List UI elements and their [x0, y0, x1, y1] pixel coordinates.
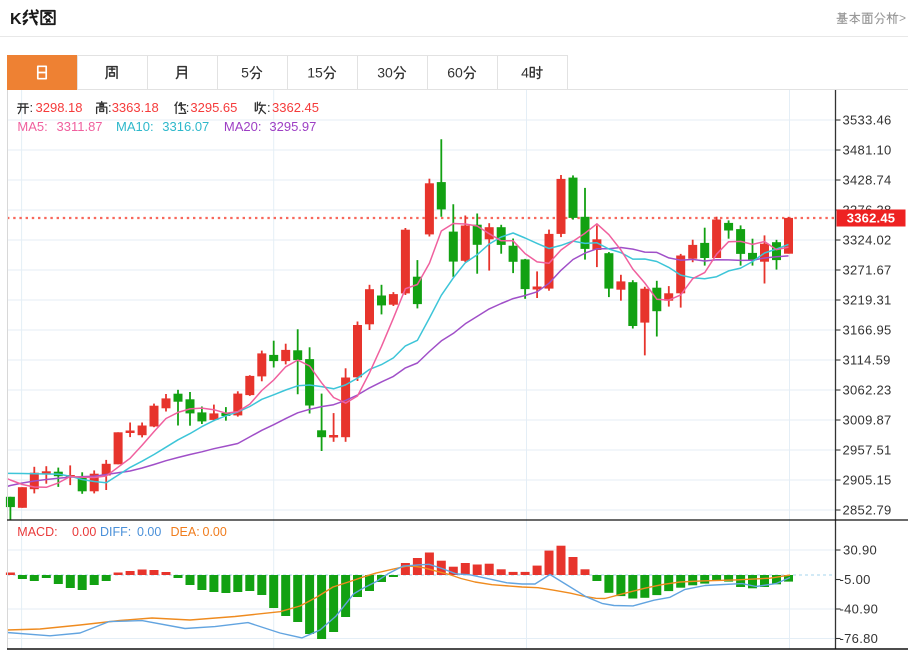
- svg-text::: :: [267, 100, 271, 115]
- svg-text:3271.67: 3271.67: [843, 263, 892, 278]
- svg-text:4: 4: [521, 65, 529, 81]
- svg-text:K: K: [10, 11, 22, 28]
- svg-text:3009.87: 3009.87: [843, 413, 892, 428]
- svg-text:>: >: [899, 11, 906, 25]
- svg-text:DEA:: DEA:: [171, 525, 200, 539]
- svg-text:3062.23: 3062.23: [843, 383, 892, 398]
- svg-text:3533.46: 3533.46: [843, 113, 892, 128]
- svg-text:DIFF:: DIFF:: [100, 525, 131, 539]
- svg-text:0.00: 0.00: [203, 525, 227, 539]
- svg-text:3298.18: 3298.18: [36, 100, 83, 115]
- svg-text:15: 15: [307, 65, 323, 81]
- svg-text:3316.07: 3316.07: [162, 119, 209, 134]
- svg-text:5: 5: [241, 65, 249, 81]
- svg-text:3363.18: 3363.18: [112, 100, 159, 115]
- svg-text:0.00: 0.00: [137, 525, 161, 539]
- svg-text:MA5:: MA5:: [17, 119, 47, 134]
- svg-text:2905.15: 2905.15: [843, 473, 892, 488]
- svg-text:3481.10: 3481.10: [843, 143, 892, 158]
- svg-text::: :: [108, 100, 112, 115]
- svg-text:2852.79: 2852.79: [843, 503, 892, 518]
- svg-text:-40.90: -40.90: [840, 602, 879, 617]
- svg-text:3114.59: 3114.59: [843, 353, 891, 368]
- svg-text:3311.87: 3311.87: [57, 119, 103, 134]
- svg-text:-76.80: -76.80: [840, 631, 879, 646]
- svg-text:30.90: 30.90: [843, 543, 877, 558]
- svg-text:3166.95: 3166.95: [843, 323, 892, 338]
- svg-text:3362.45: 3362.45: [847, 211, 895, 226]
- svg-text:3295.65: 3295.65: [190, 100, 237, 115]
- svg-text:-5.00: -5.00: [840, 572, 871, 587]
- svg-text::: :: [30, 100, 34, 115]
- svg-text:0.00: 0.00: [72, 525, 96, 539]
- svg-text:MACD:: MACD:: [17, 525, 57, 539]
- svg-text:MA20:: MA20:: [224, 119, 262, 134]
- svg-text:3295.97: 3295.97: [269, 119, 316, 134]
- svg-text:3219.31: 3219.31: [843, 293, 892, 308]
- svg-text:2957.51: 2957.51: [843, 443, 892, 458]
- svg-text:3428.74: 3428.74: [843, 173, 892, 188]
- svg-text:3324.02: 3324.02: [843, 233, 892, 248]
- svg-text::: :: [186, 100, 190, 115]
- svg-text:60: 60: [447, 65, 463, 81]
- svg-text:30: 30: [377, 65, 393, 81]
- svg-text:MA10:: MA10:: [116, 119, 154, 134]
- svg-text:3362.45: 3362.45: [272, 100, 319, 115]
